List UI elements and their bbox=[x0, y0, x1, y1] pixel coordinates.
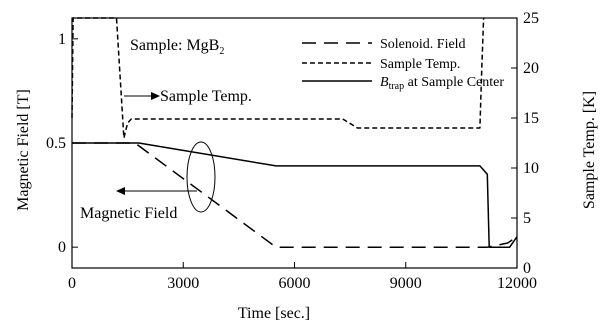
y2-tick-label: 5 bbox=[523, 210, 531, 227]
y-axis-label: Magnetic Field [T] bbox=[15, 89, 32, 211]
y2-axis-label: Sample Temp. [K] bbox=[581, 91, 598, 209]
x-tick-label: 12000 bbox=[497, 275, 537, 292]
annotation-field-label: Magnetic Field bbox=[80, 205, 177, 222]
series-line-sample-temp bbox=[71, 17, 485, 139]
y2-tick-label: 20 bbox=[523, 60, 539, 77]
annotation-temp-arrow bbox=[124, 92, 160, 100]
legend-label-solenoid: Solenoid. Field bbox=[380, 37, 466, 52]
x-tick-label: 0 bbox=[68, 275, 76, 292]
x-tick-label: 3000 bbox=[167, 275, 199, 292]
series-line-solenoid-field bbox=[72, 142, 518, 248]
y2-tick-label: 25 bbox=[523, 10, 539, 27]
y-tick-label: 1 bbox=[58, 31, 66, 48]
y2-tick-label: 15 bbox=[523, 110, 539, 127]
series-line-btrap bbox=[72, 142, 518, 248]
y2-tick-label: 0 bbox=[523, 260, 531, 277]
y-tick-label: 0 bbox=[58, 239, 66, 256]
y-tick-label: 0.5 bbox=[46, 135, 66, 152]
series-lines bbox=[71, 17, 518, 248]
annotation-field-marker bbox=[116, 141, 216, 213]
annotation-sample: Sample: MgB2 bbox=[130, 37, 224, 57]
legend-label-sample-temp: Sample Temp. bbox=[380, 57, 460, 72]
x-axis-label: Time [sec.] bbox=[238, 305, 310, 322]
legend: Solenoid. Field Sample Temp. Btrap at Sa… bbox=[302, 37, 504, 92]
legend-label-btrap: Btrap at Sample Center bbox=[380, 75, 504, 92]
x-tick-label: 6000 bbox=[279, 275, 311, 292]
y2-tick-label: 10 bbox=[523, 160, 539, 177]
x-tick-label: 9000 bbox=[390, 275, 422, 292]
annotation-temp-label: Sample Temp. bbox=[160, 88, 252, 105]
